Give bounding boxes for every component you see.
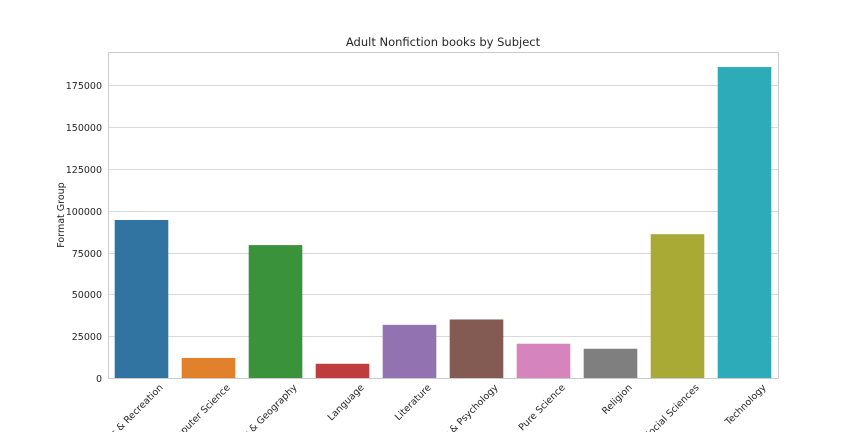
bar [717,67,772,379]
bar [248,245,303,378]
y-tick-label: 125000 [66,165,102,176]
bar [583,348,638,378]
x-tick-label: Social Sciences [642,382,701,432]
bars [114,67,772,379]
bar [181,357,236,378]
x-tick-label: History & Geography [221,382,300,432]
x-tick-label: Pure Science [517,382,568,432]
plot-frame [108,52,779,379]
bar [114,220,169,378]
x-tick-label: Technology [723,382,769,428]
y-tick-label: 25000 [72,332,102,343]
y-tick-label: 50000 [72,290,102,301]
bar [516,343,571,378]
x-tick-label: Religion [600,382,635,417]
bar [650,234,705,378]
y-tick-label: 100000 [66,207,102,218]
y-tick-label: 175000 [66,81,102,92]
chart-title: Adult Nonfiction books by Subject [346,35,541,49]
x-tick-label: Literature [393,382,434,423]
y-axis-label: Format Group [56,182,67,247]
y-tick-label: 150000 [66,123,102,134]
y-tick-labels: 0 25000 50000 75000 100000 125000 150000 175000 [66,81,102,385]
x-tick-label: Computer Science [163,382,232,432]
x-tick-label: Language [326,382,367,423]
gridlines [108,85,778,379]
bar [449,319,504,378]
bar [382,324,437,378]
y-tick-label: 75000 [72,249,102,260]
x-tick-label: Arts & Recreation [99,382,166,432]
bar [315,363,370,378]
y-tick-label: 0 [96,374,102,385]
